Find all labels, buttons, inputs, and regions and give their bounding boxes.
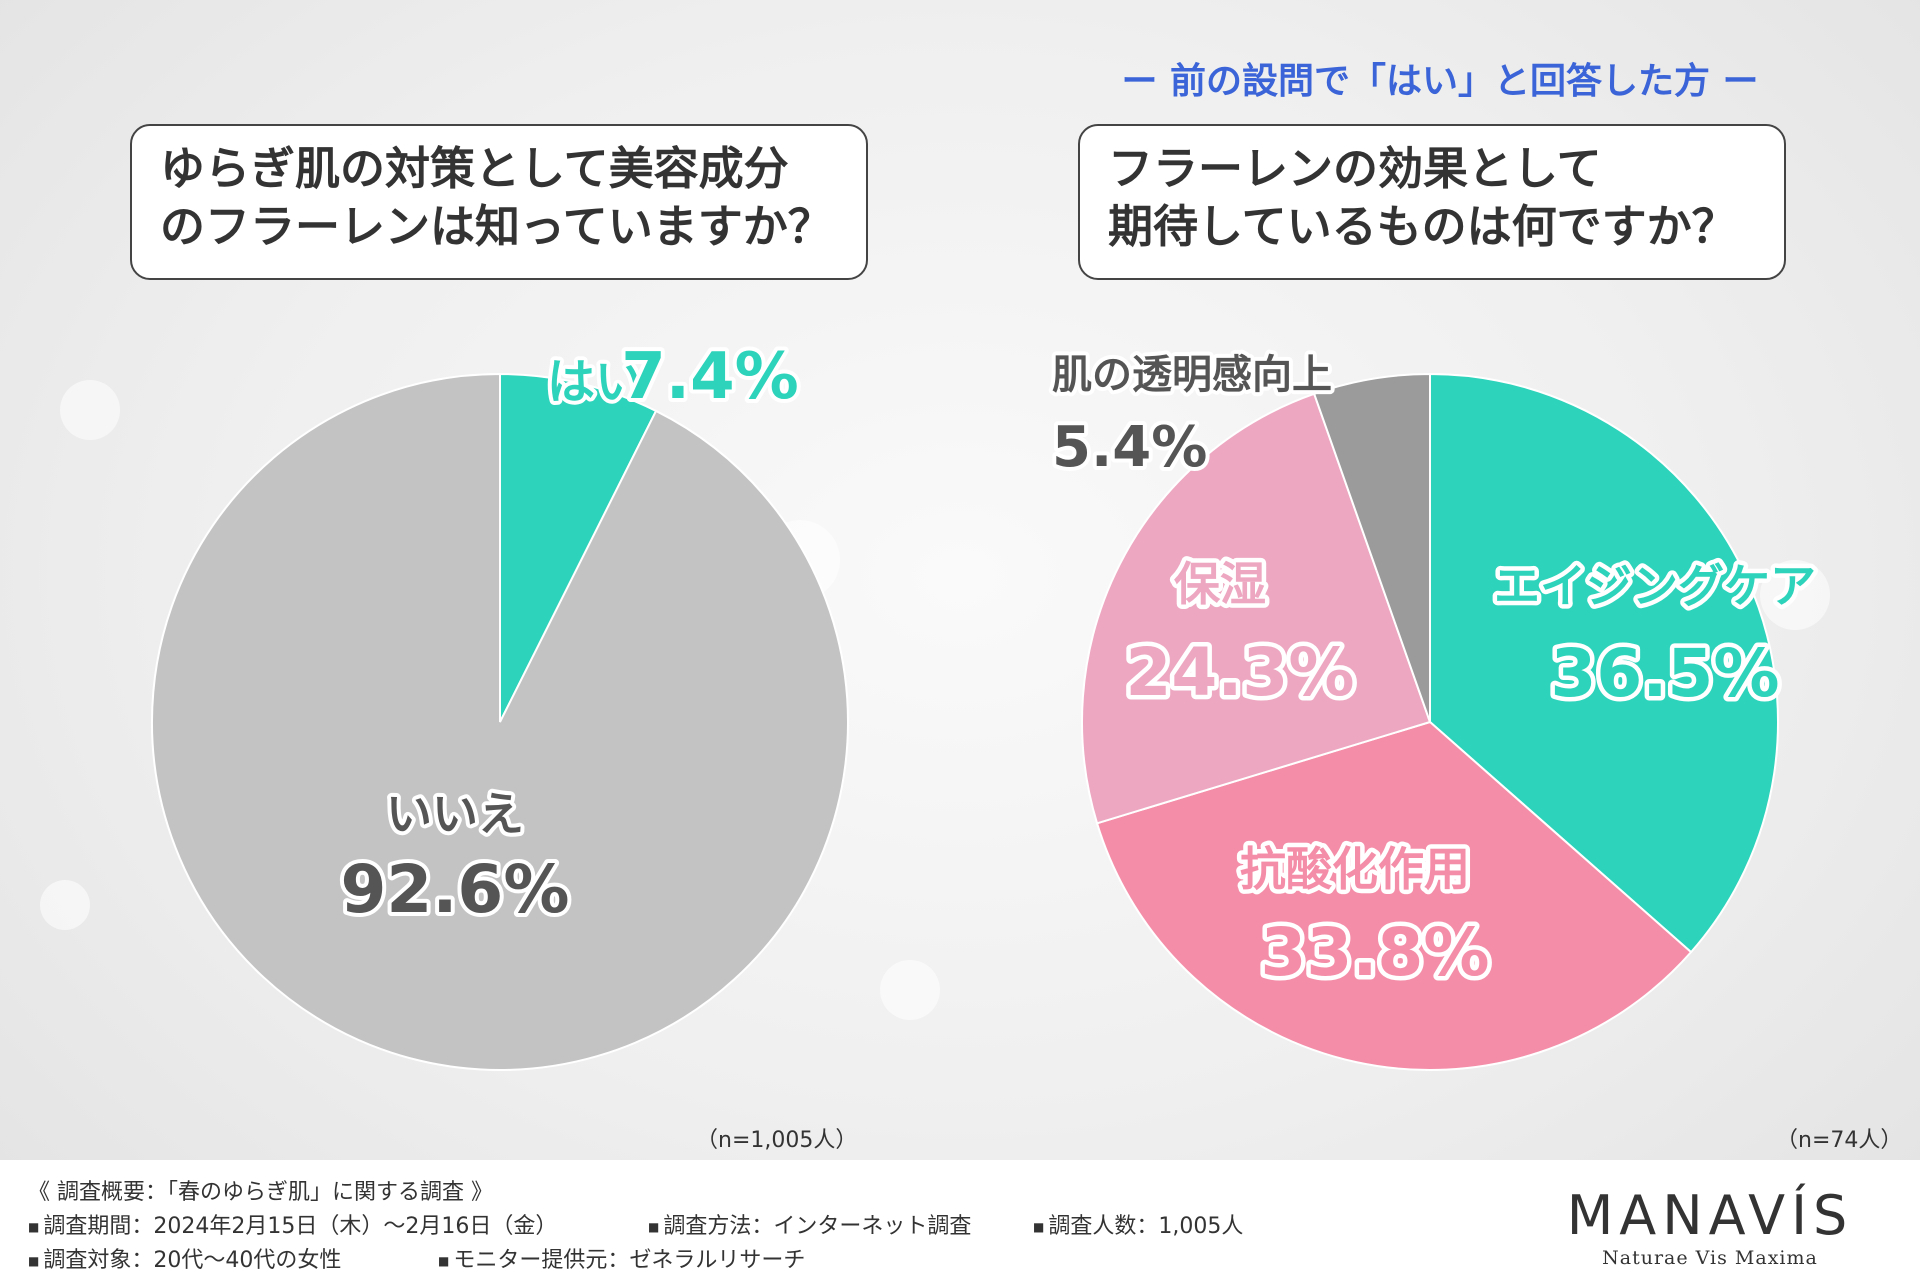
question-1-line-1: ゆらぎ肌の対策として美容成分	[160, 142, 789, 195]
slice-label-clarity: 肌の透明感向上	[1052, 352, 1332, 398]
slice-value-yes: 7.4%	[621, 340, 799, 414]
brand-tagline: Naturae Vis Maxima	[1602, 1247, 1818, 1269]
pie2-slice-4	[1312, 372, 1431, 723]
bullet-icon: ■	[438, 1254, 450, 1268]
footer-row-2: ■ 調査対象：20代～40代の女性 ■ モニター提供元：ゼネラルリサーチ	[28, 1242, 805, 1274]
survey-overview-footer: 《 調査概要：「春のゆらぎ肌」に関する調査 》 ■ 調査期間：2024年2月15日…	[0, 1160, 1920, 1280]
survey-method: 調査方法：インターネット調査	[663, 1214, 972, 1239]
pie-chart-expected-effects	[1081, 372, 1779, 1071]
pie1-slice-1	[499, 372, 658, 723]
pie1-slice-2	[151, 372, 849, 1071]
question-2-line-1: フラーレンの効果として	[1108, 142, 1602, 195]
bullet-icon: ■	[1033, 1220, 1045, 1234]
slice-value-moisturizing: 24.3%	[1126, 634, 1355, 711]
slice-label-antioxidant: 抗酸化作用	[1240, 842, 1470, 896]
slice-label-yes: はい	[547, 354, 643, 410]
pie2-slice-3	[1081, 392, 1432, 825]
slice-value-antioxidant: 33.8%	[1261, 914, 1490, 991]
brand-name: MANAVÍS	[1566, 1184, 1854, 1247]
pie-charts: はい7.4% いいえ 92.6% エイジングケア 36.5% 抗酸化作用 33.8% 保湿 24…	[151, 336, 1821, 1071]
slice-value-clarity: 5.4%	[1052, 415, 1207, 480]
footer-row-1: ■ 調査期間：2024年2月15日（木）～2月16日（金） ■ 調査方法：インターネッ…	[28, 1208, 1243, 1240]
slice-value-aging-care: 36.5%	[1551, 635, 1780, 712]
pie-labels: はい7.4% いいえ 92.6% エイジングケア 36.5% 抗酸化作用 33.8% 保湿 24…	[337, 336, 1821, 996]
slice-label-no: いいえ	[386, 787, 524, 841]
pie2-slice-1	[1429, 372, 1779, 954]
pie-chart-awareness	[151, 372, 849, 1071]
brand-logo: MANAVÍS Naturae Vis Maxima	[1520, 1186, 1900, 1270]
subgroup-note: ー 前の設問で「はい」と回答した方 ー	[1121, 61, 1759, 102]
question-box-2: フラーレンの効果として 期待しているものは何ですか？	[1078, 124, 1786, 280]
bullet-icon: ■	[28, 1254, 40, 1268]
question-box-1: ゆらぎ肌の対策として美容成分 のフラーレンは知っていますか？	[130, 124, 868, 280]
survey-target: 調査対象：20代～40代の女性	[43, 1248, 342, 1273]
survey-provider: モニター提供元：ゼネラルリサーチ	[453, 1248, 806, 1273]
pie2-slice-2	[1095, 720, 1693, 1071]
slice-label-moisturizing: 保湿	[1174, 557, 1266, 611]
sample-size-note-1: （n=1,005人）	[696, 1128, 858, 1153]
bullet-icon: ■	[648, 1220, 660, 1234]
bullet-icon: ■	[28, 1220, 40, 1234]
footer-title: 《 調査概要：「春のゆらぎ肌」に関する調査 》	[28, 1180, 493, 1205]
slice-label-aging-care: エイジングケア	[1494, 559, 1816, 613]
sample-size-note-2: （n=74人）	[1776, 1128, 1903, 1153]
question-1-line-2: のフラーレンは知っていますか？	[160, 200, 833, 253]
slice-value-no: 92.6%	[341, 851, 570, 928]
survey-count: 調査人数：1,005人	[1048, 1214, 1244, 1239]
question-2-line-2: 期待しているものは何ですか？	[1108, 200, 1737, 253]
survey-period: 調査期間：2024年2月15日（木）～2月16日（金）	[43, 1214, 558, 1239]
